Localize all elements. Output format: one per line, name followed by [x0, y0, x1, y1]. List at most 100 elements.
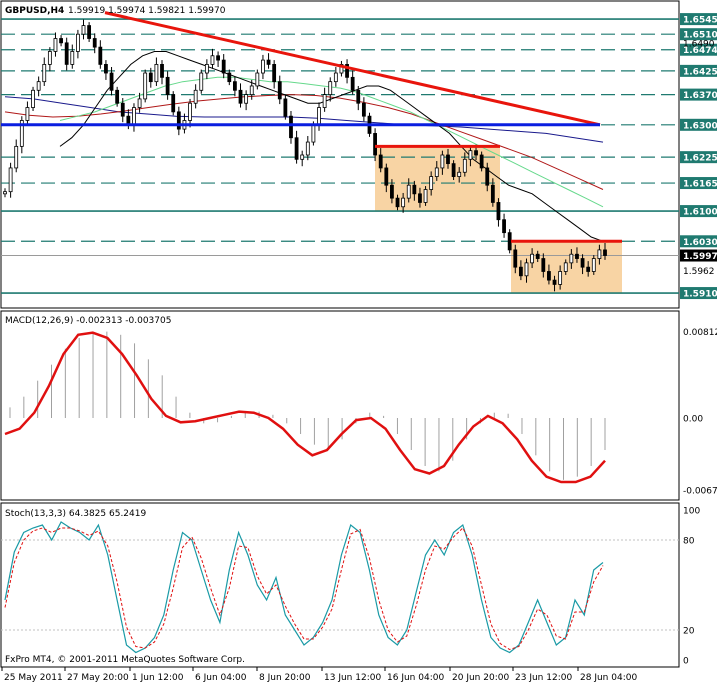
macd-axis-tick: 0.00	[683, 415, 703, 425]
candle-body	[384, 167, 389, 186]
current-price-tag-bg	[680, 249, 717, 262]
macd-plot: 0.00812 0.00 -0.00673	[4, 328, 717, 496]
time-tick-label: 27 May 20:00	[67, 673, 129, 683]
candle-body	[317, 107, 321, 126]
price-tag-label: 1.6425	[683, 67, 717, 77]
candle-body	[356, 89, 361, 104]
candle-body	[154, 64, 159, 83]
price-tag-label: 1.6545	[683, 16, 717, 26]
price-tag-label: 1.6474	[683, 46, 717, 56]
candle-body	[81, 25, 86, 35]
candle-body	[479, 154, 484, 169]
ma-slow-line	[4, 94, 604, 190]
candle-body	[289, 115, 293, 139]
candle-body	[8, 167, 13, 193]
candle-body	[115, 89, 120, 104]
stoch-axis-tick: 20	[683, 627, 695, 637]
candle-body	[485, 167, 490, 186]
candle-body	[328, 81, 333, 95]
candle-body	[547, 271, 551, 281]
candle-body	[406, 184, 411, 199]
price-tag-bg	[680, 88, 717, 101]
ma-long-line	[4, 96, 604, 143]
candle-body	[395, 197, 400, 208]
candle-body	[109, 72, 114, 91]
candle-body	[75, 33, 80, 52]
candle-body	[518, 266, 523, 277]
candle-body	[53, 38, 58, 52]
stoch-plot: 100 80 20 0	[1, 507, 700, 667]
candle-body	[233, 81, 237, 91]
time-tick-label: 6 Jun 04:00	[195, 673, 247, 683]
copyright-text: FxPro MT4, © 2001-2011 MetaQuotes Softwa…	[5, 655, 245, 665]
price-tag-label: 1.6370	[683, 91, 717, 101]
candle-body	[36, 81, 41, 91]
candle-body	[19, 120, 24, 147]
candle-body	[333, 72, 338, 83]
candle-body	[165, 76, 170, 96]
candles	[3, 19, 607, 292]
macd-signal-line	[4, 331, 606, 484]
candle-body	[300, 154, 305, 160]
macd-axis-tick: 0.00812	[683, 328, 717, 338]
candle-body	[266, 59, 271, 65]
macd-title: MACD(12,26,9) -0.002313 -0.003705	[5, 316, 171, 326]
candle-body	[25, 107, 30, 121]
candle-body	[457, 171, 462, 177]
price-tag-bg	[680, 287, 717, 300]
candle-body	[345, 64, 349, 78]
candle-body	[440, 154, 445, 169]
candle-body	[502, 219, 506, 234]
drawn-lines	[1, 11, 622, 243]
candle-body	[603, 249, 607, 256]
stoch-axis-tick: 100	[683, 507, 700, 517]
price-tag-bg	[680, 205, 717, 218]
candle-body	[148, 72, 153, 83]
stoch-pane[interactable]	[0, 502, 680, 668]
candle-body	[3, 191, 7, 195]
candle-body	[210, 55, 215, 65]
candle-body	[575, 253, 579, 259]
price-tag-label: 1.6225	[683, 154, 717, 164]
candle-body	[249, 85, 254, 95]
candle-body	[171, 94, 176, 113]
price-tags: 1.6545 1.6510 1.6474 1.6425 1.6370 1.6300 1.62…	[680, 13, 717, 300]
candle-body	[591, 258, 596, 272]
stoch-signal-line	[4, 527, 604, 651]
macd-axis-tick: -0.00673	[683, 486, 717, 496]
candle-body	[188, 102, 192, 121]
macd-pane[interactable]	[0, 310, 680, 501]
candle-body	[474, 150, 478, 156]
price-tag-label: 1.5910	[683, 290, 717, 300]
candle-body	[160, 64, 164, 78]
price-tag-bg	[680, 118, 717, 131]
candle-body	[580, 258, 585, 268]
time-tick-label: 25 May 2011	[4, 673, 63, 683]
price-tag-label: 1.6510	[683, 31, 717, 41]
candle-body	[496, 202, 501, 221]
candle-body	[204, 64, 209, 74]
candle-body	[412, 184, 417, 195]
candle-body	[339, 64, 344, 74]
candle-body	[530, 253, 535, 264]
time-tick-label: 20 Jun 20:00	[452, 673, 509, 683]
candle-body	[597, 249, 602, 259]
chart-ohlc: 1.59919 1.59974 1.59821 1.59970	[68, 6, 226, 16]
candle-body	[563, 262, 568, 272]
stoch-main-line	[4, 521, 604, 654]
candle-body	[120, 102, 125, 117]
price-tag-bg	[680, 43, 717, 56]
ma-fast-line	[59, 51, 604, 242]
candle-body	[361, 102, 366, 117]
price-tag-label: 1.6100	[683, 208, 717, 218]
price-tag-bg	[680, 177, 717, 190]
candle-body	[272, 64, 277, 83]
candle-body	[193, 89, 198, 104]
candle-body	[216, 55, 220, 61]
candle-body	[277, 81, 282, 100]
price-tag-bg	[680, 64, 717, 77]
candle-body	[423, 189, 428, 203]
current-price-tag: 1.5997	[683, 252, 717, 262]
candle-body	[87, 25, 92, 39]
candle-body	[569, 253, 574, 264]
